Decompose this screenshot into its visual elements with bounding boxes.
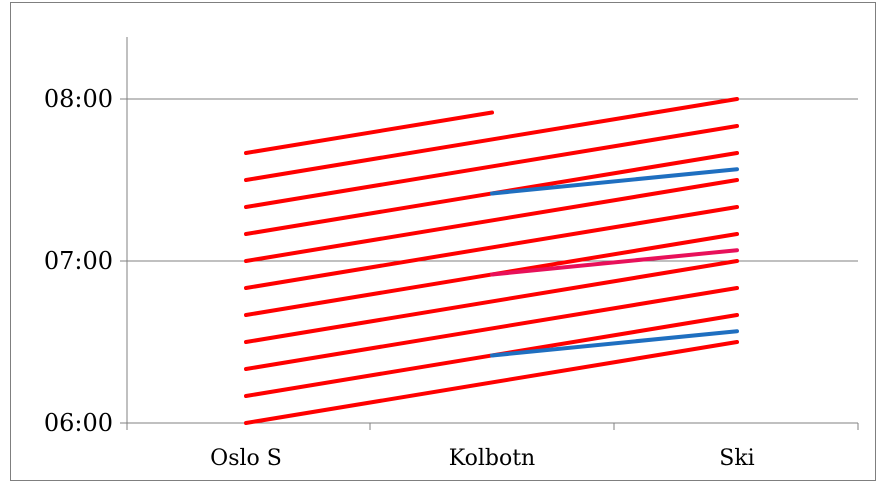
- series-line-4: [244, 259, 739, 344]
- series-line-1: [244, 340, 739, 425]
- x-category-label: Oslo S: [210, 446, 282, 471]
- series-layer: [244, 97, 739, 425]
- y-tick-label: 08:00: [44, 85, 113, 113]
- series-line-11: [244, 110, 494, 155]
- series-line-14: [490, 167, 739, 196]
- y-tick-label: 07:00: [44, 247, 113, 275]
- series-line-10: [244, 97, 739, 182]
- chart-border: [10, 2, 876, 481]
- series-line-7: [244, 178, 739, 263]
- series-line-9: [244, 124, 739, 209]
- axis-labels: 06:00 07:00 08:00 Oslo S Kolbotn Ski: [44, 85, 755, 471]
- x-category-label: Kolbotn: [449, 446, 535, 471]
- series-line-12: [490, 329, 739, 358]
- series-line-13: [490, 248, 739, 277]
- x-category-label: Ski: [719, 446, 754, 471]
- series-line-6: [244, 205, 739, 290]
- y-tick-label: 06:00: [44, 409, 113, 437]
- series-line-3: [244, 286, 739, 371]
